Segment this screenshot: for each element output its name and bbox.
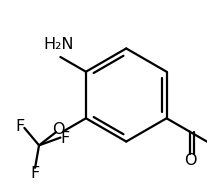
Text: O: O (184, 153, 197, 168)
Text: F: F (16, 120, 25, 135)
Text: F: F (60, 131, 69, 146)
Text: F: F (30, 166, 40, 181)
Text: O: O (53, 122, 65, 137)
Text: H₂N: H₂N (43, 37, 74, 52)
